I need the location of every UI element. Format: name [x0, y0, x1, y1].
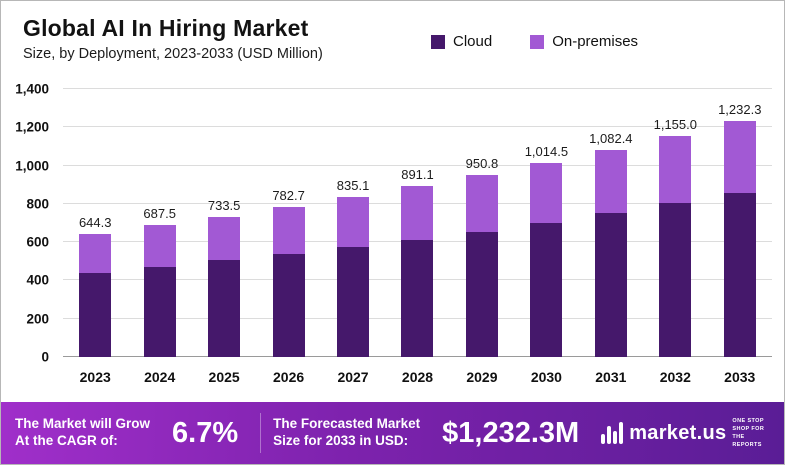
bar-segment-cloud — [272, 253, 305, 357]
bar-group: 687.5 — [127, 89, 191, 357]
bar-chart: 0 200 400 600 800 1,000 1,200 1,400 644.3 687.5 7… — [11, 82, 772, 365]
bar-total-label: 835.1 — [336, 178, 370, 194]
footer-banner: The Market will Grow At the CAGR of: 6.7… — [1, 402, 784, 464]
chart-header: Global AI In Hiring Market Size, by Depl… — [23, 15, 323, 62]
gridline — [63, 126, 772, 128]
x-axis-label: 2027 — [337, 369, 369, 385]
forecast-value: $1,232.3M — [442, 416, 580, 449]
bar-segment-on-premises — [401, 186, 434, 241]
x-axis-label: 2026 — [273, 369, 305, 385]
bar-segment-on-premises — [465, 175, 498, 232]
bar-total-label: 891.1 — [401, 167, 434, 183]
banner-divider — [260, 413, 262, 453]
bar-segment-cloud — [465, 231, 498, 357]
y-tick-label: 600 — [26, 234, 49, 250]
bars-container: 644.3 687.5 733.5 782.7 835.1 891.1 950.8 1,014… — [63, 89, 772, 357]
x-axis-label: 2025 — [208, 369, 240, 385]
legend-swatch-cloud-icon — [431, 34, 445, 49]
bar-segment-on-premises — [530, 162, 563, 223]
bar-group: 891.1 — [385, 89, 449, 357]
x-axis-label: 2032 — [659, 369, 691, 385]
bar-segment-on-premises — [337, 197, 370, 247]
bar-segment-on-premises — [79, 233, 112, 273]
bar-group: 1,232.3 — [708, 89, 772, 357]
cagr-text-line1: The Market will Grow — [15, 416, 151, 432]
y-tick-label: 1,400 — [15, 81, 49, 97]
bar-segment-on-premises — [723, 121, 756, 194]
bar-group: 733.5 — [192, 89, 256, 357]
bar-segment-on-premises — [594, 149, 627, 214]
legend-swatch-onpremises-icon — [530, 34, 545, 49]
bar-segment-cloud — [530, 223, 563, 357]
x-axis-label: 2033 — [724, 369, 756, 385]
bar-total-label: 950.8 — [465, 156, 499, 172]
cagr-value: 6.7% — [172, 416, 239, 449]
bar-group: 782.7 — [256, 89, 320, 357]
bar-group: 950.8 — [450, 89, 514, 357]
marketus-logo-icon — [601, 422, 624, 444]
marketus-logo[interactable]: market.us One Stop Shop For The Reports — [601, 417, 770, 450]
y-tick-label: 1,200 — [15, 119, 49, 135]
legend-label-onpremises: On-premises — [552, 33, 639, 50]
bar-total-label: 782.7 — [272, 188, 305, 204]
bar-segment-cloud — [723, 193, 756, 357]
y-tick-label: 400 — [26, 272, 49, 288]
x-axis-label: 2029 — [466, 369, 498, 385]
bar-segment-cloud — [337, 246, 370, 357]
bar-group: 1,155.0 — [643, 89, 707, 357]
bar-group: 644.3 — [63, 89, 127, 357]
gridline — [63, 164, 772, 166]
bar-total-label: 1,014.5 — [524, 143, 569, 159]
bar-segment-cloud — [594, 213, 627, 357]
x-axis-label: 2030 — [530, 369, 562, 385]
bar-segment-on-premises — [272, 207, 305, 254]
legend-item-cloud: Cloud — [431, 33, 492, 50]
bar-group: 835.1 — [321, 89, 385, 357]
bar-segment-cloud — [79, 272, 112, 357]
x-axis-label: 2028 — [401, 369, 434, 385]
cagr-text: The Market will Grow At the CAGR of: — [15, 416, 150, 450]
bar-group: 1,014.5 — [514, 89, 578, 357]
bar-total-label: 1,082.4 — [589, 130, 633, 146]
bar-segment-on-premises — [659, 135, 692, 203]
forecast-text-line2: Size for 2033 in USD: — [273, 433, 409, 448]
bar-segment-on-premises — [208, 216, 241, 261]
gridline — [63, 88, 772, 89]
legend-label-cloud: Cloud — [453, 33, 493, 50]
cagr-text-line2: At the CAGR of: — [15, 433, 118, 448]
bar-total-label: 687.5 — [143, 206, 176, 222]
y-tick-label: 1,000 — [15, 158, 49, 174]
forecast-text: The Forecasted Market Size for 2033 in U… — [273, 416, 420, 450]
chart-title: Global AI In Hiring Market — [23, 15, 309, 41]
bar-segment-cloud — [143, 267, 176, 357]
chart-legend: Cloud On-premises — [431, 33, 638, 50]
x-axis-label: 2023 — [79, 369, 111, 385]
bar-total-label: 1,155.0 — [653, 116, 697, 132]
x-axis-label: 2024 — [144, 369, 176, 385]
bar-total-label: 1,232.3 — [718, 102, 762, 118]
y-axis: 0 200 400 600 800 1,000 1,200 1,400 — [11, 82, 57, 365]
y-tick-label: 800 — [26, 196, 49, 212]
bar-segment-on-premises — [143, 225, 176, 268]
bar-total-label: 644.3 — [78, 214, 112, 230]
y-tick-label: 200 — [26, 311, 49, 327]
x-axis-label: 2031 — [595, 369, 627, 385]
legend-item-onpremises: On-premises — [530, 33, 638, 50]
bar-segment-cloud — [659, 202, 692, 357]
forecast-text-line1: The Forecasted Market — [273, 416, 421, 432]
marketus-logo-name: market.us — [629, 421, 727, 444]
bar-segment-cloud — [401, 240, 434, 357]
chart-subtitle: Size, by Deployment, 2023-2033 (USD Mill… — [23, 46, 323, 62]
x-axis-labels: 2023 2024 2025 2026 2027 2028 2029 2030 2031 2032… — [63, 369, 772, 385]
bar-total-label: 733.5 — [207, 197, 241, 213]
bar-segment-cloud — [208, 260, 241, 357]
bar-group: 1,082.4 — [579, 89, 643, 357]
plot-area: 644.3 687.5 733.5 782.7 835.1 891.1 950.8 1,014… — [63, 88, 772, 357]
y-tick-label: 0 — [41, 349, 49, 365]
marketus-logo-tagline: One Stop Shop For The Reports — [732, 417, 765, 449]
